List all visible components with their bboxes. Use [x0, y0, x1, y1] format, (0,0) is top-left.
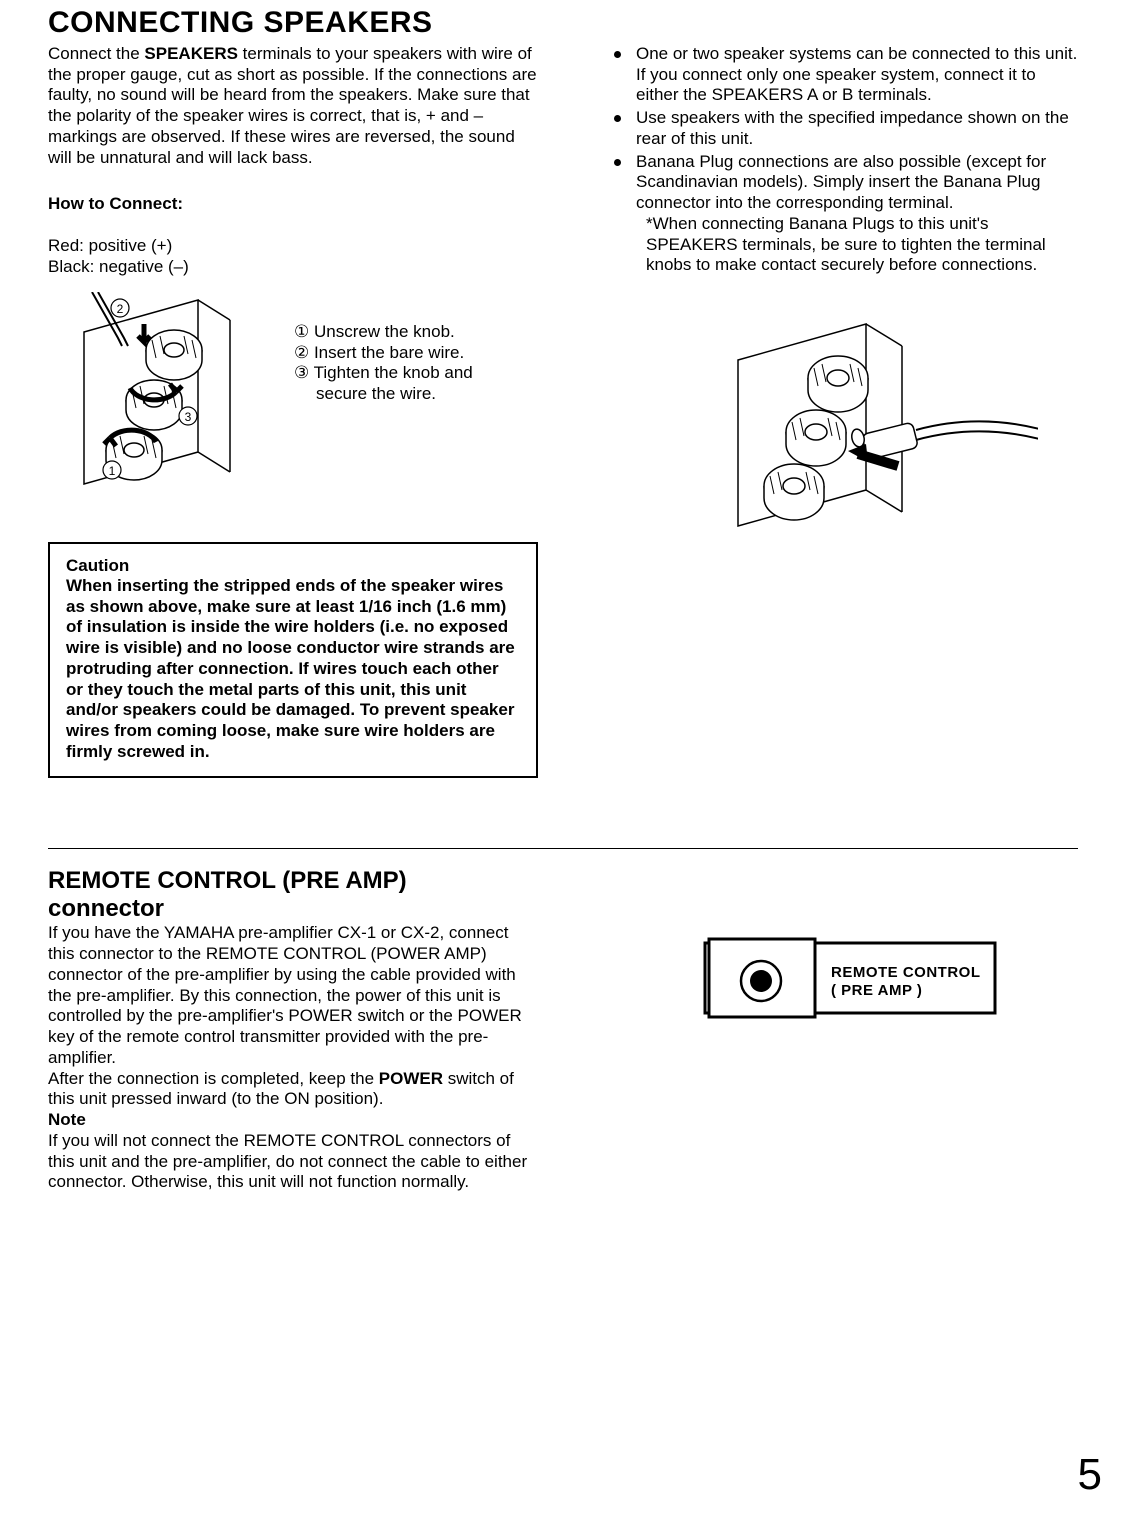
step-3b: secure the wire.	[294, 384, 473, 405]
svg-text:2: 2	[117, 302, 124, 316]
note-label: Note	[48, 1110, 528, 1131]
intro-paragraph: Connect the SPEAKERS terminals to your s…	[48, 44, 538, 168]
step-2: ② Insert the bare wire.	[294, 343, 464, 362]
polarity-black: Black: negative (–)	[48, 257, 189, 276]
b1-bold1: SPEAKERS A	[712, 85, 818, 104]
b1-bold2: B	[842, 85, 853, 104]
svg-text:3: 3	[185, 410, 192, 424]
section2-columns: REMOTE CONTROL (PRE AMP) connector If yo…	[48, 867, 1078, 1193]
b1-post: terminals.	[853, 85, 931, 104]
caution-box: Caution When inserting the stripped ends…	[48, 542, 538, 779]
intro-bold: SPEAKERS	[144, 44, 238, 63]
b3-main: Banana Plug connections are also possibl…	[636, 152, 1046, 212]
remote-p1b-bold: POWER	[379, 1069, 443, 1088]
note-body: If you will not connect the REMOTE CONTR…	[48, 1131, 528, 1193]
intro-pre: Connect the	[48, 44, 144, 63]
remote-p1: If you have the YAMAHA pre-amplifier CX-…	[48, 923, 528, 1068]
bullet-3: Banana Plug connections are also possibl…	[608, 152, 1078, 276]
page-title: CONNECTING SPEAKERS	[48, 0, 1078, 44]
right-column: One or two speaker systems can be connec…	[608, 44, 1078, 778]
remote-p1b: After the connection is completed, keep …	[48, 1069, 528, 1110]
remote-label-2: ( PRE AMP )	[831, 982, 922, 999]
remote-label-1: REMOTE CONTROL	[831, 964, 981, 981]
page-number: 5	[1078, 1450, 1102, 1500]
bullet-2: Use speakers with the specified impedanc…	[608, 108, 1078, 149]
section2-left: REMOTE CONTROL (PRE AMP) connector If yo…	[48, 867, 528, 1193]
right-bullets: One or two speaker systems can be connec…	[608, 44, 1078, 276]
bullet-1: One or two speaker systems can be connec…	[608, 44, 1078, 106]
connection-steps: ① Unscrew the knob. ② Insert the bare wi…	[294, 322, 473, 405]
terminal-diagram: 2 3 1	[48, 292, 278, 512]
how-to-connect-heading: How to Connect:	[48, 194, 538, 214]
banana-plug-diagram	[698, 316, 1078, 561]
b3-note: *When connecting Banana Plugs to this un…	[636, 214, 1078, 276]
section-divider	[48, 848, 1078, 849]
polarity-lines: Red: positive (+) Black: negative (–)	[48, 236, 538, 277]
caution-body: When inserting the stripped ends of the …	[66, 576, 520, 763]
caution-title: Caution	[66, 556, 520, 576]
remote-p1b-pre: After the connection is completed, keep …	[48, 1069, 379, 1088]
step-3: ③ Tighten the knob and	[294, 363, 473, 382]
section2-right: REMOTE CONTROL ( PRE AMP )	[598, 867, 1078, 1193]
left-column: Connect the SPEAKERS terminals to your s…	[48, 44, 538, 778]
remote-control-title: REMOTE CONTROL (PRE AMP) connector	[48, 867, 528, 923]
svg-text:1: 1	[109, 464, 116, 478]
step-1: ① Unscrew the knob.	[294, 322, 455, 341]
columns: Connect the SPEAKERS terminals to your s…	[48, 44, 1078, 778]
b1-mid: or	[817, 85, 842, 104]
remote-connector-diagram: REMOTE CONTROL ( PRE AMP )	[703, 937, 1003, 1047]
polarity-red: Red: positive (+)	[48, 236, 172, 255]
terminal-diagram-row: 2 3 1 ① Unscrew the knob. ② Insert the b…	[48, 292, 538, 512]
